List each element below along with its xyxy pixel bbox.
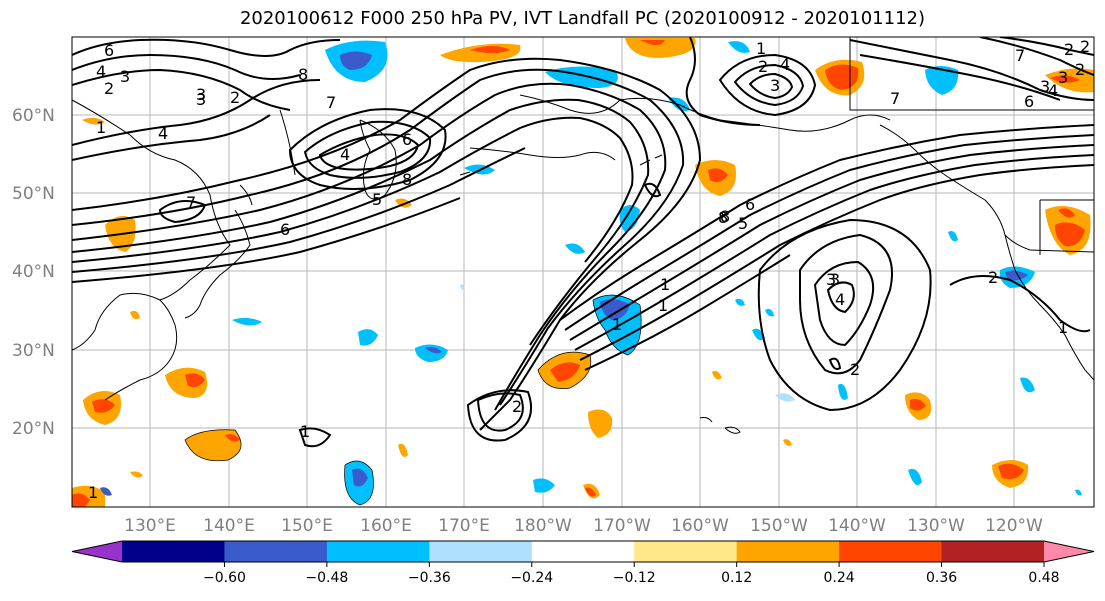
colorbar-extend-max [1044,541,1094,562]
contour-label: 1 [88,483,98,502]
lon-label: 160°W [671,516,729,536]
contour-label: 1 [96,118,106,137]
contour-label: 2 [1080,37,1090,56]
contour-label: 5 [372,190,382,209]
lon-label: 140°W [828,516,886,536]
colorbar-tick-label: 0.48 [1028,570,1059,586]
colorbar-tick-label: −0.12 [613,570,656,586]
contour-label: 2 [1064,40,1074,59]
colorbar-tick-label: −0.36 [408,570,451,586]
contour-label: 6 [745,195,755,214]
contour-labels: 6 4 3 2 1 3 2 8 4 8 4 6 3 5 1 7 8 7 6 1 … [88,37,1090,502]
lon-label: 160°E [360,516,412,536]
colorbar-segment [634,541,738,562]
contour-label: 3 [770,76,780,95]
lon-label: 140°E [203,516,255,536]
contour-label: 8 [402,170,412,189]
lon-label: 170°E [438,516,490,536]
colorbar-tick-label: 0.12 [721,570,752,586]
colorbar-segment [122,541,225,562]
contour-label: 3 [196,85,206,104]
lon-label: 150°E [281,516,333,536]
contour-label: 8 [720,207,730,226]
contour-label: 4 [340,145,350,164]
contour-label: 1 [660,275,670,294]
contour-label: 7 [186,193,196,212]
contour-label: 6 [280,220,290,239]
contour-label: 6 [402,130,412,149]
latitude-labels: 60°N 50°N 40°N 30°N 20°N [12,106,55,439]
contour-label: 8 [718,208,728,227]
colorbar-tick-label: 0.24 [824,570,855,586]
lat-label-30n: 30°N [12,341,55,361]
contour-label: 1 [658,296,668,315]
colorbar-segment [224,541,328,562]
lon-label: 120°W [985,516,1043,536]
colorbar-segments [71,540,1095,563]
lon-label: 170°W [593,516,651,536]
colorbar-tick-label: −0.24 [510,570,553,586]
contour-label: 8 [298,65,308,84]
colorbar-tick-label: 0.36 [926,570,957,586]
map-frame [71,36,1095,508]
lon-label: 180°W [514,516,572,536]
contour-label: 5 [738,214,748,233]
pv-contours [72,37,1094,448]
contour-label: 4 [1048,81,1058,100]
contour-label: 2 [988,268,998,287]
ivt-outlines [184,294,642,506]
map-title: 2020100612 F000 250 hPa PV, IVT Landfall… [239,8,926,29]
contour-label: 4 [158,124,168,143]
contour-label: 2 [512,397,522,416]
coastlines [72,37,1094,434]
contour-label: 2 [850,360,860,379]
contour-label: 3 [120,67,130,86]
colorbar-segment [531,541,635,562]
lon-label: 130°E [124,516,176,536]
contour-label: 6 [104,41,114,60]
colorbar-outline [71,540,1095,563]
contour-label: 3 [830,270,840,289]
ivt-shading [72,38,1094,507]
colorbar-segment [736,541,840,562]
colorbar: −0.60 −0.48 −0.36 −0.24 −0.12 0.12 0.24 0.36 0.4… [71,540,1095,586]
contour-label: 7 [890,89,900,108]
lon-label: 130°W [907,516,965,536]
longitude-labels: 130°E 140°E 150°E 160°E 170°E 180°W 170°… [124,516,1043,536]
contour-label: 3 [1040,77,1050,96]
contour-label: 2 [230,88,240,107]
contour-label: 4 [96,62,106,81]
contour-label: 6 [1024,92,1034,111]
contour-label: 2 [104,79,114,98]
contour-label: 1 [300,422,310,441]
contour-label: 1 [1058,318,1068,337]
contour-label: 1 [612,315,622,334]
colorbar-extend-min [72,541,122,562]
contour-label: 1 [756,39,766,58]
colorbar-tick-label: −0.60 [203,570,246,586]
contour-label: 3 [196,90,206,109]
contour-label: 7 [326,93,336,112]
colorbar-segment [326,541,430,562]
lat-label-20n: 20°N [12,419,55,439]
contour-label: 7 [1015,46,1025,65]
contour-label: 2 [1075,60,1085,79]
lat-label-60n: 60°N [12,106,55,126]
contour-label: 4 [780,55,790,74]
lat-label-50n: 50°N [12,184,55,204]
colorbar-segment [839,541,943,562]
colorbar-segment [941,541,1045,562]
colorbar-segment [429,541,533,562]
contour-label: 4 [835,290,845,309]
contour-label: 2 [758,57,768,76]
colorbar-tick-label: −0.48 [305,570,348,586]
contour-label: 3 [826,270,836,289]
colorbar-ticks: −0.60 −0.48 −0.36 −0.24 −0.12 0.12 0.24 0.36 0.4… [203,562,1060,586]
lon-label: 150°W [750,516,808,536]
contour-label: 3 [1058,68,1068,87]
lat-label-40n: 40°N [12,262,55,282]
